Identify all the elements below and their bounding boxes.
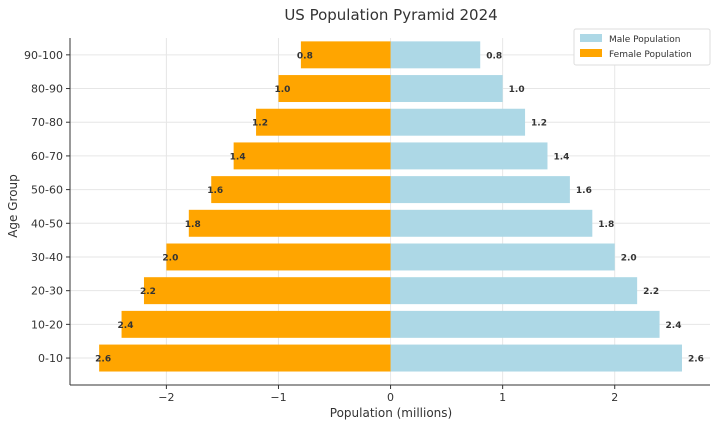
male-bar (390, 41, 481, 69)
legend: Male Population Female Population (573, 28, 711, 66)
male-bar (390, 75, 503, 103)
female-bar (143, 277, 391, 305)
y-tick-label: 50-60 (31, 184, 63, 197)
male-bar (390, 310, 660, 338)
y-tick-label: 40-50 (31, 217, 63, 230)
male-bar (390, 176, 570, 204)
male-data-label: 2.0 (621, 253, 637, 263)
female-data-label: 1.8 (185, 220, 201, 230)
legend-swatch-female (580, 49, 602, 57)
x-tick-label: −2 (158, 391, 174, 404)
female-bar (211, 176, 391, 204)
male-bar (390, 142, 548, 170)
y-tick-label: 90-100 (24, 49, 63, 62)
y-tick-label: 70-80 (31, 116, 63, 129)
y-tick-label: 60-70 (31, 150, 63, 163)
female-data-label: 1.6 (207, 186, 223, 196)
female-data-label: 0.8 (297, 51, 313, 61)
legend-swatch-male (580, 34, 602, 42)
y-tick-label: 80-90 (31, 83, 63, 96)
female-bar (166, 243, 391, 271)
female-bar (256, 108, 391, 136)
female-data-label: 1.2 (252, 119, 268, 129)
male-data-label: 1.0 (509, 85, 525, 95)
male-data-label: 1.4 (553, 152, 569, 162)
female-data-label: 1.0 (274, 85, 290, 95)
x-tick-label: 2 (611, 391, 618, 404)
male-data-label: 2.4 (666, 321, 682, 331)
male-bar (390, 209, 593, 237)
male-data-label: 0.8 (486, 51, 502, 61)
y-tick-label: 30-40 (31, 251, 63, 264)
male-data-label: 2.6 (688, 355, 704, 365)
male-data-label: 1.6 (576, 186, 592, 196)
y-axis-label: Age Group (6, 174, 20, 238)
female-bar (99, 344, 391, 372)
female-bar (233, 142, 391, 170)
x-tick-label: −1 (270, 391, 286, 404)
y-tick-label: 10-20 (31, 318, 63, 331)
male-bar (390, 344, 682, 372)
female-data-label: 2.0 (162, 253, 178, 263)
x-axis-label: Population (millions) (330, 406, 452, 420)
female-data-label: 2.2 (140, 287, 156, 297)
male-bar (390, 277, 638, 305)
y-tick-label: 20-30 (31, 285, 63, 298)
legend-label-male: Male Population (609, 35, 680, 45)
male-data-label: 1.8 (598, 220, 614, 230)
female-data-label: 2.6 (95, 355, 111, 365)
female-bar (188, 209, 391, 237)
x-tick-label: 0 (387, 391, 394, 404)
male-data-label: 1.2 (531, 119, 547, 129)
x-tick-label: 1 (499, 391, 506, 404)
chart-title: US Population Pyramid 2024 (284, 6, 497, 24)
female-bar (121, 310, 391, 338)
female-bar (278, 75, 391, 103)
female-data-label: 2.4 (118, 321, 134, 331)
female-bar (300, 41, 391, 69)
female-data-label: 1.4 (230, 152, 246, 162)
male-bar (390, 243, 615, 271)
male-bar (390, 108, 526, 136)
legend-label-female: Female Population (609, 50, 692, 60)
y-tick-label: 0-10 (38, 352, 63, 365)
male-data-label: 2.2 (643, 287, 659, 297)
